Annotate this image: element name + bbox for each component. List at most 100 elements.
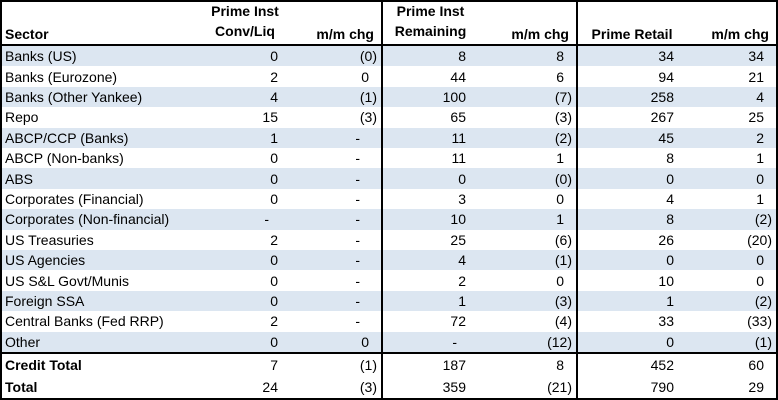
table-row: US S&L Govt/Munis 0-2 0 10 0 [2,270,776,291]
table-row: ABCP/CCP (Banks) 1- 11 (2) 45 2 [2,127,776,149]
cell-prime-retail: 258 [650,89,674,106]
cell-sector: Other [5,333,41,350]
table-row: Central Banks (Fed RRP) 2- 72 (4) 33 (33) [2,311,776,332]
cell-retail-mm-chg: 0 [756,170,764,187]
cell-remaining-mm-chg: 6 [478,66,578,87]
cell-prime-retail: 45 [658,129,674,146]
table-row: ABCP (Non-banks) 0-11 1 8 1 [2,148,776,169]
cell-prime-retail: 452 [650,357,674,373]
cell-remaining: - [452,333,457,350]
cell-remaining: 11 [451,129,466,146]
cell-conv-liq-mm-chg: (1) [290,354,383,376]
cell-conv-liq: 0 [270,252,278,269]
cell-prime-retail: 4 [666,191,674,208]
cell-remaining-mm-chg: 1 [478,148,578,169]
cell-conv-liq: 0 [270,48,278,65]
cell-conv-liq-mm-chg: (1) [290,86,383,108]
cell-retail-mm-chg: 4 [756,89,764,106]
header-retail-mm-chg: m/m chg [711,25,769,42]
cell-prime-retail: 8 [666,211,674,228]
cell-conv-liq-mm-chg: - [290,148,383,169]
cell-remaining-mm-chg: (2) [478,127,578,149]
cell-remaining-mm-chg: 8 [478,354,578,376]
cell-retail-mm-chg: (33) [747,313,772,330]
cell-sector: Central Banks (Fed RRP) [5,313,164,330]
table-row: Corporates (Non-financial) - - 10 1 8 (2) [2,209,776,230]
cell-prime-retail: 26 [658,231,674,248]
cell-remaining-mm-chg: (0) [478,168,578,189]
cell-retail-mm-chg: (2) [754,293,772,310]
cell-sector: US Treasuries [5,231,94,248]
table-row: Foreign SSA 0- 1 (3) 1 (2) [2,290,776,312]
cell-remaining-mm-chg: (6) [478,229,578,251]
cell-conv-liq: 2 [270,68,278,85]
cell-prime-retail: 267 [650,109,674,126]
cell-prime-retail: 34 [658,48,674,65]
cell-sector: Corporates (Financial) [5,191,144,208]
table-row: Banks (Other Yankee) 4 (1) 100 (7) 258 4 [2,86,776,108]
cell-conv-liq: 0 [270,150,278,167]
table-body: Banks (US) 0 (0) 8 8 34 34 Banks (Eurozone) 2 0 44… [2,46,776,353]
cell-sector: Repo [5,109,39,126]
cell-retail-mm-chg: (20) [747,231,772,248]
cell-remaining: 2 [458,272,466,289]
header-sector: Sector [5,25,49,42]
header-prime-inst-conv-liq: Prime Inst Conv/Liq [200,2,290,45]
cell-sector: Banks (Eurozone) [5,68,118,85]
header-prime-inst-conv-liq-line1: Prime Inst [211,3,279,19]
cell-prime-retail: 10 [658,272,674,289]
cell-retail-mm-chg: 29 [748,379,764,395]
cell-conv-liq-mm-chg: - [290,270,383,291]
header-prime-inst-conv-liq-line2: Conv/Liq [215,22,275,39]
cell-remaining: 0 [458,170,466,187]
cell-prime-retail: 8 [666,150,674,167]
cell-remaining-mm-chg: (7) [478,86,578,108]
cell-retail-mm-chg: 0 [756,252,764,269]
cell-conv-liq: - [264,211,269,228]
cell-prime-retail: 0 [666,333,674,350]
cell-prime-retail: 0 [666,170,674,187]
cell-sector: Banks (US) [5,48,77,65]
table-row: Corporates (Financial) 0-3 0 4 1 [2,188,776,210]
header-conv-liq-mm-chg: m/m chg [290,2,383,45]
table-row: Banks (US) 0 (0) 8 8 34 34 [2,46,776,67]
cell-conv-liq: 15 [262,109,278,126]
table-row: US Treasuries 2- 25 (6) 26 (20) [2,229,776,251]
table-row: Banks (Eurozone) 2 0 44 6 94 21 [2,66,776,87]
cell-retail-mm-chg: 21 [748,68,764,85]
cell-prime-retail: 790 [650,379,674,395]
cell-remaining-mm-chg: 0 [478,270,578,291]
cell-remaining: 359 [442,379,466,395]
cell-sector: Foreign SSA [5,293,85,310]
cell-conv-liq: 0 [270,333,278,350]
table-row: US Agencies 0-4 (1) 0 0 [2,250,776,271]
cell-sector: Credit Total [5,357,82,373]
table-row: Repo 15 (3) 65 (3) 267 25 [2,107,776,128]
cell-remaining: 3 [458,191,466,208]
cell-conv-liq-mm-chg: - [290,311,383,332]
cell-remaining-mm-chg: (4) [478,311,578,332]
cell-sector: US S&L Govt/Munis [5,272,129,289]
cell-sector: ABCP (Non-banks) [5,150,124,167]
cell-remaining-mm-chg: (12) [478,331,578,353]
cell-prime-retail: 1 [666,293,674,310]
cell-conv-liq: 2 [270,313,278,330]
cell-conv-liq: 4 [270,89,278,106]
cell-conv-liq-mm-chg: - [290,188,383,210]
header-prime-inst-remaining-line1: Prime Inst [396,3,465,19]
cell-conv-liq: 0 [270,191,278,208]
table-row: ABS 0-0 (0) 0 0 [2,168,776,189]
cell-sector: ABCP/CCP (Banks) [5,129,129,146]
cell-remaining: 11 [451,150,466,167]
header-prime-inst-remaining-line2: Remaining [394,22,467,39]
cell-remaining-mm-chg: (3) [478,290,578,312]
cell-conv-liq-mm-chg: - [290,290,383,312]
header-prime-inst-remaining: Prime Inst Remaining [383,2,478,45]
cell-remaining: 44 [450,68,466,85]
cell-conv-liq: 2 [270,231,278,248]
table-totals-section: Credit Total 7 (1) 187 8 452 60 Total 24 (3) 359 (2… [2,352,776,398]
cell-conv-liq-mm-chg: - [290,127,383,149]
cell-retail-mm-chg: 25 [748,109,764,126]
cell-remaining: 72 [450,313,466,330]
cell-retail-mm-chg: 1 [756,150,764,167]
